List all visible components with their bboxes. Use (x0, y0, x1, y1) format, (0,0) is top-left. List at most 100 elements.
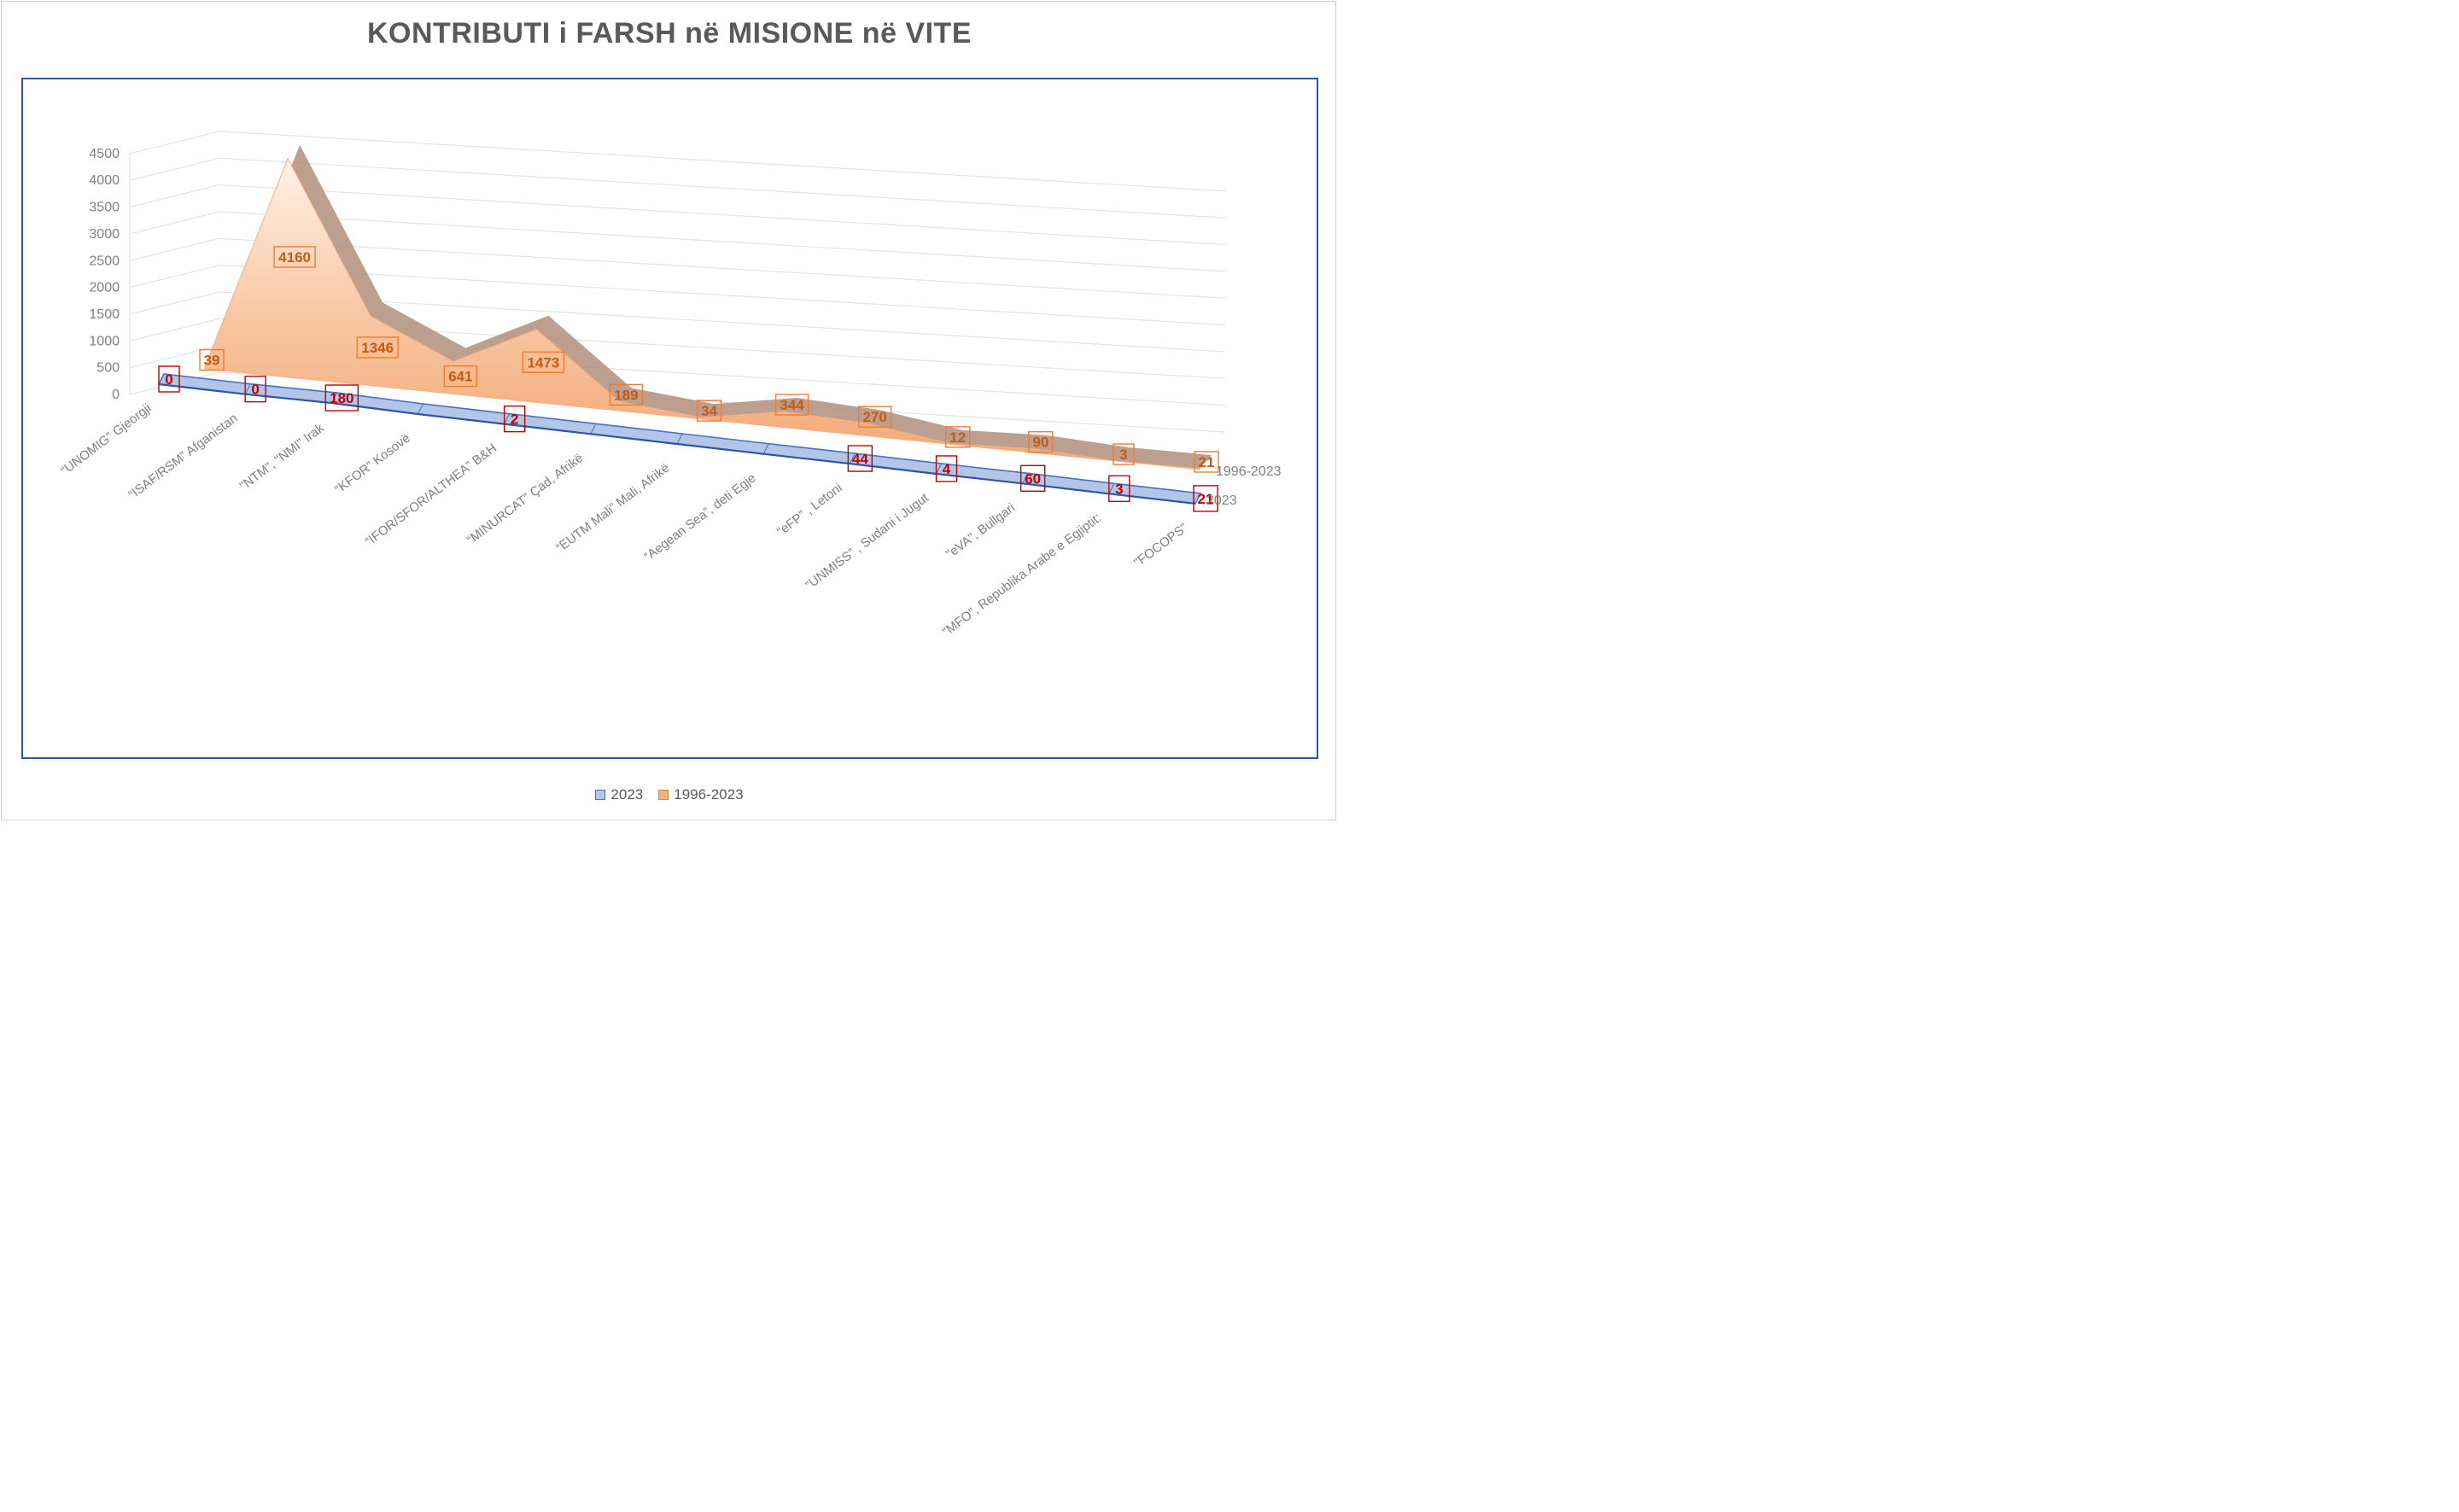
depth-label-1996-2023: 1996-2023 (1216, 464, 1282, 479)
category-label: "eVA", Bullgari (943, 500, 1018, 562)
data-label-2023-box (1019, 464, 1046, 492)
ribbon-segment-edge (330, 392, 337, 404)
ribbon-segment-edge (762, 443, 769, 454)
category-label: “KFOR” Kosovë (332, 431, 413, 497)
depth-axis-labels: 1996-2023 2023 (1206, 464, 1282, 508)
ribbon-segment-edge (504, 413, 511, 424)
legend-item-2023: 2023 (595, 786, 643, 803)
category-label: "MFO", Republika Arabe e Egjiptit: (940, 511, 1105, 639)
ribbon-segment-edge (676, 433, 683, 445)
category-label: "FOCOPS" (1131, 521, 1190, 570)
ribbon-segment-edge (418, 403, 423, 415)
data-label-1996-2023: 1346 (361, 340, 394, 356)
data-label-2023: 2 (511, 412, 518, 428)
data-label-2023: 0 (251, 382, 259, 398)
data-label-2023-box (324, 384, 359, 412)
chart-title: KONTRIBUTI i FARSH në MISIONE në VITE (367, 17, 972, 50)
data-label-1996-2023-box (443, 365, 477, 388)
data-label-1996-2023: 344 (780, 397, 804, 413)
legend-label-1996-2023: 1996-2023 (674, 786, 744, 803)
data-label-1996-2023: 21 (1199, 454, 1215, 470)
data-label-1996-2023: 270 (862, 409, 886, 425)
data-label-2023: 180 (330, 390, 353, 406)
data-label-1996-2023: 3 (1119, 447, 1127, 463)
data-label-2023-box (503, 405, 526, 433)
gridline (129, 371, 1226, 433)
chart-svg: 0 500 1000 1500 2000 2500 3000 3500 4000 4500 39 4… (58, 131, 1282, 639)
data-label-1996-2023-box (356, 336, 399, 359)
data-label-1996-2023: 189 (614, 387, 638, 403)
data-label-2023-box (158, 365, 180, 393)
legend: 2023 1996-2023 (0, 786, 1339, 803)
ribbon-segment-edge (1022, 473, 1029, 484)
ribbon-segment-edge (590, 423, 597, 435)
gridline (129, 237, 1226, 299)
y-tick-label: 4500 (89, 147, 120, 161)
legend-item-1996-2023: 1996-2023 (658, 786, 744, 803)
category-label: “eFP” , Letoni (774, 481, 845, 539)
category-label: “UNOMIG” Gjeorgji (58, 401, 154, 478)
data-label-1996-2023: 90 (1032, 435, 1048, 451)
data-label-2023-box (935, 455, 958, 482)
gridline (129, 131, 1226, 192)
data-label-2023: 44 (852, 451, 868, 467)
area-top-face-1996-2023 (205, 144, 1212, 469)
data-label-2023-box (244, 375, 266, 403)
data-label-2023-box (1193, 485, 1218, 512)
data-label-1996-2023-box (1113, 443, 1135, 465)
data-label-2023: 21 (1198, 491, 1214, 507)
y-tick-label: 3500 (89, 201, 120, 215)
data-label-2023: 60 (1025, 470, 1041, 487)
data-label-2023: 4 (943, 461, 951, 477)
gridline (129, 318, 1226, 379)
gridlines (129, 131, 1226, 433)
data-label-1996-2023: 4160 (278, 249, 311, 266)
gridline (129, 157, 1226, 219)
data-label-2023-box (847, 445, 873, 472)
legend-swatch-1996-2023 (658, 790, 669, 800)
gridline (129, 184, 1226, 246)
y-tick-label: 1000 (89, 334, 120, 348)
data-label-1996-2023-box (696, 400, 722, 422)
data-label-1996-2023: 641 (448, 369, 472, 385)
data-label-1996-2023-box (199, 348, 225, 371)
data-label-1996-2023-box (857, 406, 892, 428)
data-label-1996-2023: 34 (701, 403, 717, 419)
y-tick-label: 500 (96, 361, 120, 376)
y-tick-label: 4000 (89, 173, 120, 188)
data-label-1996-2023: 39 (204, 353, 220, 369)
category-label: "NTM", "NMI" Irak (237, 421, 328, 493)
ribbon-segment-edge (1108, 483, 1115, 494)
gridline (129, 291, 1226, 353)
area-line-2023 (158, 382, 1196, 505)
gridline (129, 211, 1226, 272)
category-label: “Aegean Sea”, deti Egje (641, 470, 758, 563)
data-label-1996-2023: 12 (949, 429, 966, 446)
data-label-1996-2023-box (522, 351, 565, 373)
y-tick-label: 3000 (89, 227, 120, 242)
y-axis-ticks: 0 500 1000 1500 2000 2500 3000 3500 4000 4500 (89, 147, 120, 402)
y-tick-label: 2500 (89, 254, 120, 268)
y-tick-label: 0 (112, 388, 120, 402)
category-label: “EUTM Mali” Mali, Afrikë (553, 461, 672, 556)
data-label-1996-2023-box (1028, 431, 1054, 453)
y-tick-label: 1500 (89, 307, 120, 322)
data-label-2023: 3 (1115, 481, 1123, 497)
legend-swatch-2023 (595, 790, 606, 800)
data-label-1996-2023-box (774, 394, 809, 416)
category-label: “ISAF/RSM” Afganistan (126, 411, 241, 502)
data-label-1996-2023: 1473 (527, 354, 559, 371)
depth-label-2023: 2023 (1206, 493, 1237, 508)
data-label-2023-box (1108, 475, 1130, 503)
data-label-1996-2023-box (1194, 451, 1219, 473)
legend-label-2023: 2023 (610, 786, 644, 803)
chart-frame (1, 1, 1336, 820)
ribbon-segment-edge (936, 463, 942, 475)
data-label-1996-2023-box (945, 426, 971, 448)
series-2023 (157, 373, 1202, 505)
ribbon-segment-edge (849, 452, 856, 464)
data-label-1996-2023-box (273, 246, 316, 268)
y-tick-label: 2000 (89, 281, 120, 295)
data-label-1996-2023-box (609, 383, 644, 406)
